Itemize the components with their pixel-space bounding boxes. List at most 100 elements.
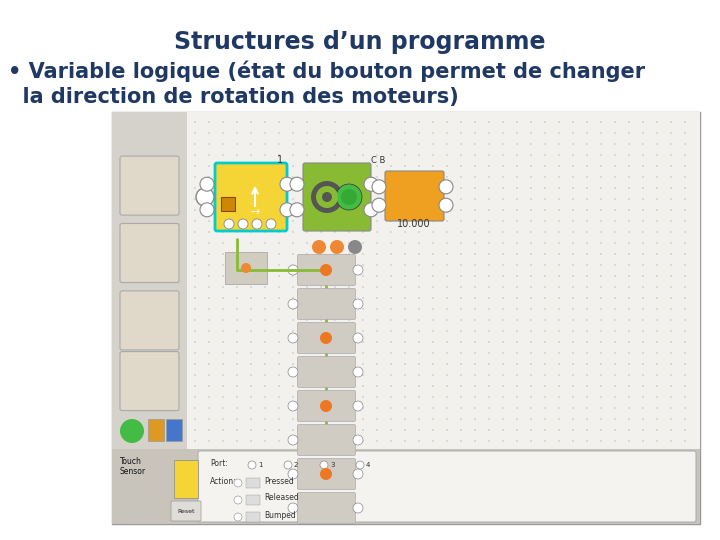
Circle shape — [642, 407, 644, 409]
Circle shape — [684, 242, 686, 244]
Circle shape — [278, 407, 280, 409]
Circle shape — [264, 385, 266, 387]
Circle shape — [614, 253, 616, 255]
Circle shape — [600, 154, 602, 156]
Circle shape — [460, 198, 462, 200]
Circle shape — [516, 385, 518, 387]
Circle shape — [194, 429, 196, 431]
Circle shape — [194, 297, 196, 299]
Circle shape — [600, 121, 602, 123]
Circle shape — [320, 461, 328, 469]
Circle shape — [684, 440, 686, 442]
Circle shape — [418, 253, 420, 255]
Circle shape — [250, 385, 252, 387]
Circle shape — [628, 121, 630, 123]
Circle shape — [502, 352, 504, 354]
Circle shape — [264, 143, 266, 145]
Circle shape — [628, 407, 630, 409]
Circle shape — [418, 220, 420, 222]
Circle shape — [236, 231, 238, 233]
Circle shape — [656, 352, 658, 354]
Circle shape — [670, 418, 672, 420]
Circle shape — [642, 286, 644, 288]
Circle shape — [516, 418, 518, 420]
Text: Bumped: Bumped — [264, 510, 296, 519]
Circle shape — [530, 165, 532, 167]
Circle shape — [376, 330, 378, 332]
Circle shape — [642, 231, 644, 233]
Circle shape — [418, 374, 420, 376]
Circle shape — [614, 407, 616, 409]
Circle shape — [404, 429, 406, 431]
Circle shape — [446, 176, 448, 178]
Circle shape — [474, 176, 476, 178]
Circle shape — [614, 341, 616, 343]
Circle shape — [586, 121, 588, 123]
Circle shape — [418, 121, 420, 123]
Circle shape — [558, 352, 560, 354]
Circle shape — [586, 132, 588, 134]
Circle shape — [586, 176, 588, 178]
Circle shape — [446, 407, 448, 409]
Circle shape — [586, 165, 588, 167]
Circle shape — [404, 407, 406, 409]
Circle shape — [418, 198, 420, 200]
FancyBboxPatch shape — [120, 291, 179, 350]
Circle shape — [194, 187, 196, 189]
Circle shape — [306, 341, 308, 343]
Circle shape — [390, 440, 392, 442]
Circle shape — [656, 297, 658, 299]
Circle shape — [306, 407, 308, 409]
Circle shape — [600, 308, 602, 310]
Circle shape — [460, 242, 462, 244]
Circle shape — [558, 396, 560, 398]
Circle shape — [488, 220, 490, 222]
Circle shape — [236, 297, 238, 299]
Circle shape — [530, 209, 532, 211]
Circle shape — [292, 286, 294, 288]
Circle shape — [222, 374, 224, 376]
Circle shape — [684, 429, 686, 431]
Circle shape — [348, 286, 350, 288]
Circle shape — [250, 242, 252, 244]
Circle shape — [656, 231, 658, 233]
Circle shape — [222, 143, 224, 145]
Circle shape — [656, 143, 658, 145]
Circle shape — [530, 385, 532, 387]
Circle shape — [460, 341, 462, 343]
Circle shape — [236, 198, 238, 200]
Circle shape — [586, 319, 588, 321]
Circle shape — [418, 242, 420, 244]
Circle shape — [586, 154, 588, 156]
Circle shape — [628, 165, 630, 167]
Circle shape — [516, 396, 518, 398]
Circle shape — [234, 496, 242, 504]
Circle shape — [264, 242, 266, 244]
Circle shape — [488, 165, 490, 167]
Circle shape — [684, 176, 686, 178]
Circle shape — [264, 374, 266, 376]
Circle shape — [488, 176, 490, 178]
Circle shape — [264, 209, 266, 211]
Circle shape — [194, 154, 196, 156]
Circle shape — [306, 154, 308, 156]
Circle shape — [670, 165, 672, 167]
Text: C B: C B — [371, 156, 385, 165]
Circle shape — [348, 363, 350, 365]
Circle shape — [670, 396, 672, 398]
Circle shape — [353, 435, 363, 445]
Circle shape — [488, 341, 490, 343]
Circle shape — [572, 385, 574, 387]
Circle shape — [376, 176, 378, 178]
Circle shape — [362, 308, 364, 310]
Circle shape — [572, 308, 574, 310]
Circle shape — [432, 308, 434, 310]
Circle shape — [252, 219, 262, 229]
Circle shape — [516, 407, 518, 409]
Circle shape — [194, 253, 196, 255]
Circle shape — [628, 132, 630, 134]
Circle shape — [404, 319, 406, 321]
Circle shape — [278, 242, 280, 244]
Circle shape — [642, 176, 644, 178]
Circle shape — [120, 419, 144, 443]
